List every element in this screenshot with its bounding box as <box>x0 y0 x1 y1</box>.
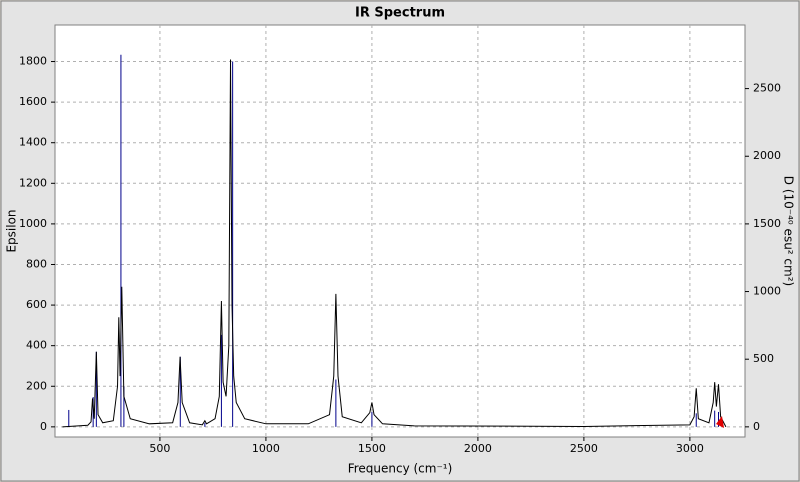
y-tick-label: 1400 <box>19 136 47 149</box>
y-tick-label: 1600 <box>19 95 47 108</box>
y-tick-label: 1000 <box>19 217 47 230</box>
y-tick-label: 1200 <box>19 176 47 189</box>
plot-area <box>54 24 746 438</box>
y-tick-label: 200 <box>26 379 47 392</box>
y2-tick-label: 2500 <box>753 82 781 95</box>
y2-tick-label: 0 <box>753 420 760 433</box>
y-tick-label: 1800 <box>19 55 47 68</box>
y-axis-label: Epsilon <box>5 209 19 252</box>
y-tick-label: 600 <box>26 298 47 311</box>
plot: 500 1000 1500 2000 2500 3000 0 200 400 600 800 1000… <box>19 25 781 455</box>
x-tick-label: 1500 <box>358 442 386 455</box>
x-tick-label: 2000 <box>464 442 492 455</box>
y-tick-label: 0 <box>40 420 47 433</box>
marker <box>716 416 724 428</box>
spectrum-line <box>62 59 727 428</box>
y-tick-label: 400 <box>26 339 47 352</box>
x-tick-label: 3000 <box>676 442 704 455</box>
y2-tick-label: 2000 <box>753 149 781 162</box>
y2-tick-label: 1000 <box>753 285 781 298</box>
y2-axis-label: D (10⁻⁴⁰ esu² cm²) <box>782 176 796 286</box>
y2-tick-label: 500 <box>753 352 774 365</box>
x-tick-label: 2500 <box>570 442 598 455</box>
x-axis-label: Frequency (cm⁻¹) <box>348 462 453 476</box>
y2-tick-label: 1500 <box>753 217 781 230</box>
x-tick-label: 500 <box>149 442 170 455</box>
x-tick-label: 1000 <box>252 442 280 455</box>
y-tick-label: 800 <box>26 257 47 270</box>
chart-title: IR Spectrum <box>355 6 445 21</box>
